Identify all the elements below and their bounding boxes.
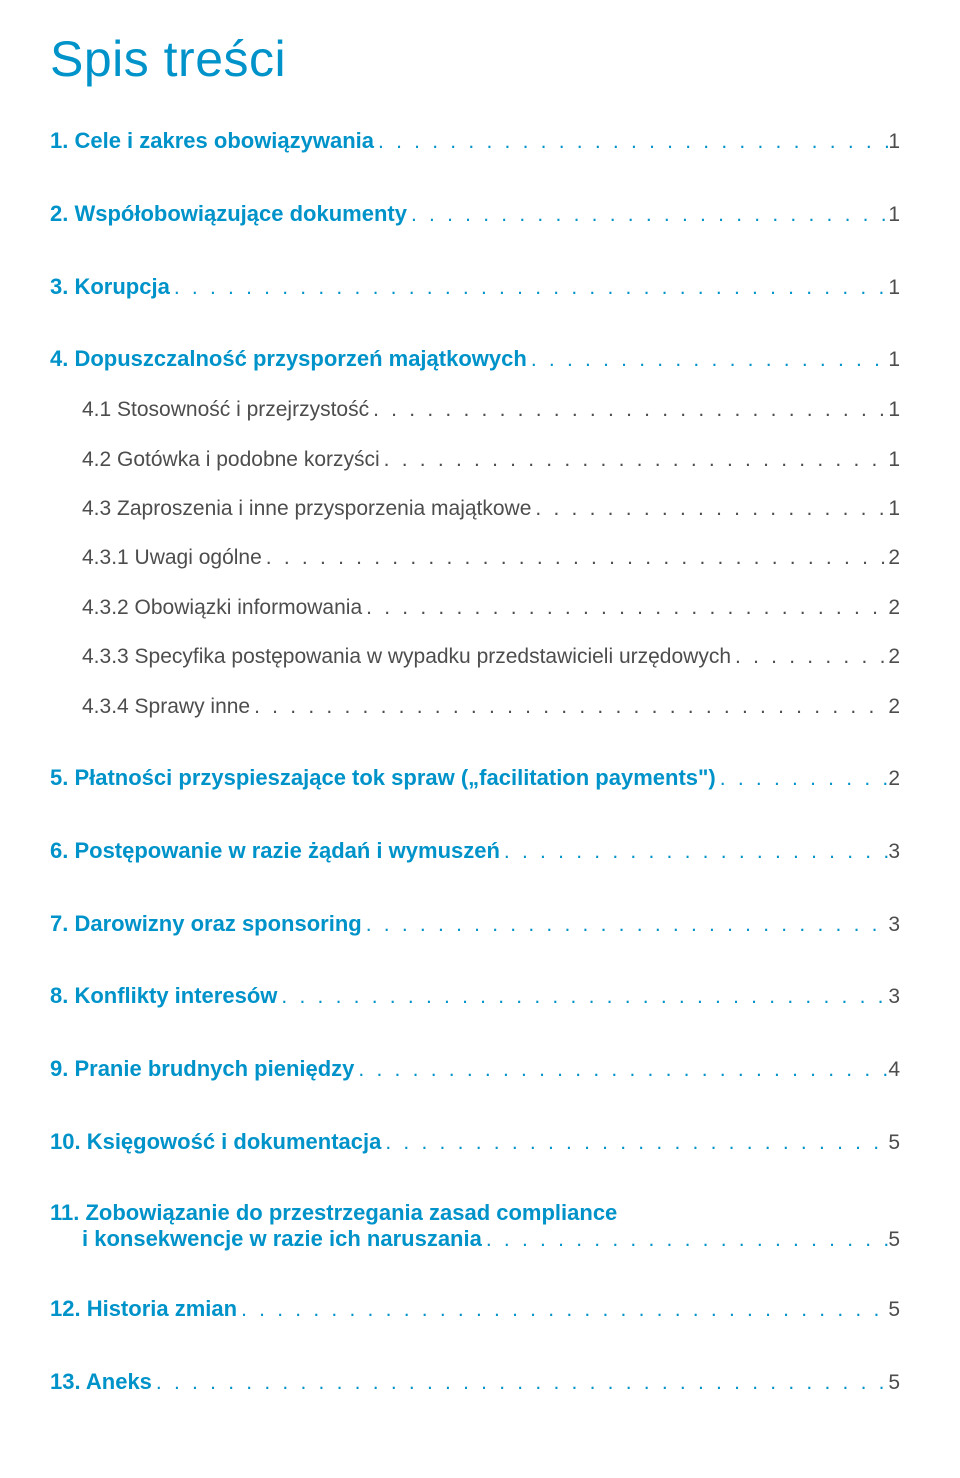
toc-entry-label: 6. Postępowanie w razie żądań i wymuszeń — [50, 836, 500, 867]
toc-leader: . . . . . . . . . . . . . . . . . . . . … — [374, 127, 888, 156]
toc-entry-label: 13. Aneks — [50, 1367, 152, 1398]
toc-entry: 5. Płatności przyspieszające tok spraw (… — [50, 763, 900, 794]
toc-entry: 4. Dopuszczalność przysporzeń majątkowyc… — [50, 344, 900, 375]
toc-leader: . . . . . . . . . . . . . . . . . . . . … — [362, 910, 889, 939]
toc-page-number: 3 — [888, 910, 900, 939]
toc-page-number: 1 — [888, 445, 900, 474]
toc-entry: 3. Korupcja. . . . . . . . . . . . . . .… — [50, 272, 900, 303]
toc-page-number: 4 — [888, 1055, 900, 1084]
toc-leader: . . . . . . . . . . . . . . . . . . . . … — [716, 764, 889, 793]
toc-leader: . . . . . . . . . . . . . . . . . . . . … — [369, 395, 888, 424]
toc-entry: 4.3.4 Sprawy inne. . . . . . . . . . . .… — [50, 692, 900, 721]
toc-entry-label: 1. Cele i zakres obowiązywania — [50, 126, 374, 157]
toc-entry-label: 4.1 Stosowność i przejrzystość — [82, 395, 369, 424]
toc-entry-label: 3. Korupcja — [50, 272, 170, 303]
toc-entry-label: 9. Pranie brudnych pieniędzy — [50, 1054, 354, 1085]
toc-entry-label: 4. Dopuszczalność przysporzeń majątkowyc… — [50, 344, 527, 375]
toc-page-number: 2 — [888, 764, 900, 793]
toc-page-number: 5 — [888, 1295, 900, 1324]
toc-entry: 4.3.2 Obowiązki informowania. . . . . . … — [50, 593, 900, 622]
toc-page-number: 1 — [888, 273, 900, 302]
toc-entry: 2. Współobowiązujące dokumenty. . . . . … — [50, 199, 900, 230]
toc-page-number: 2 — [888, 692, 900, 721]
toc-entry: 12. Historia zmian. . . . . . . . . . . … — [50, 1294, 900, 1325]
toc-page-number: 1 — [888, 395, 900, 424]
toc-list: 1. Cele i zakres obowiązywania. . . . . … — [50, 126, 900, 1397]
toc-entry: 10. Księgowość i dokumentacja. . . . . .… — [50, 1127, 900, 1158]
toc-leader: . . . . . . . . . . . . . . . . . . . . … — [362, 593, 888, 622]
toc-entry-label: 7. Darowizny oraz sponsoring — [50, 909, 362, 940]
toc-entry: 8. Konflikty interesów. . . . . . . . . … — [50, 981, 900, 1012]
toc-entry-label: i konsekwencje w razie ich naruszania — [82, 1226, 482, 1252]
toc-entry: 11. Zobowiązanie do przestrzegania zasad… — [50, 1200, 900, 1252]
toc-entry-label: 2. Współobowiązujące dokumenty — [50, 199, 407, 230]
toc-leader: . . . . . . . . . . . . . . . . . . . . … — [482, 1228, 888, 1252]
toc-entry-label: 8. Konflikty interesów — [50, 981, 277, 1012]
toc-leader: . . . . . . . . . . . . . . . . . . . . … — [354, 1055, 888, 1084]
toc-entry: 6. Postępowanie w razie żądań i wymuszeń… — [50, 836, 900, 867]
toc-entry: 1. Cele i zakres obowiązywania. . . . . … — [50, 126, 900, 157]
toc-title: Spis treści — [50, 30, 900, 88]
toc-page-number: 3 — [888, 982, 900, 1011]
toc-leader: . . . . . . . . . . . . . . . . . . . . … — [527, 345, 889, 374]
toc-entry: 4.2 Gotówka i podobne korzyści. . . . . … — [50, 445, 900, 474]
toc-leader: . . . . . . . . . . . . . . . . . . . . … — [407, 200, 888, 229]
toc-page-number: 1 — [888, 127, 900, 156]
toc-page-number: 1 — [888, 200, 900, 229]
toc-leader: . . . . . . . . . . . . . . . . . . . . … — [170, 273, 889, 302]
toc-leader: . . . . . . . . . . . . . . . . . . . . … — [277, 982, 888, 1011]
toc-leader: . . . . . . . . . . . . . . . . . . . . … — [381, 1128, 888, 1157]
toc-entry: 7. Darowizny oraz sponsoring. . . . . . … — [50, 909, 900, 940]
toc-entry: 9. Pranie brudnych pieniędzy. . . . . . … — [50, 1054, 900, 1085]
toc-entry-label: 12. Historia zmian — [50, 1294, 237, 1325]
toc-entry-label: 4.2 Gotówka i podobne korzyści — [82, 445, 380, 474]
toc-leader: . . . . . . . . . . . . . . . . . . . . … — [731, 642, 888, 671]
toc-leader: . . . . . . . . . . . . . . . . . . . . … — [531, 494, 888, 523]
toc-entry-label: 5. Płatności przyspieszające tok spraw (… — [50, 763, 716, 794]
toc-entry-label: 11. Zobowiązanie do przestrzegania zasad… — [50, 1200, 900, 1226]
toc-entry-label: 4.3 Zaproszenia i inne przysporzenia maj… — [82, 494, 531, 523]
toc-page-number: 5 — [888, 1128, 900, 1157]
toc-page-number: 5 — [888, 1368, 900, 1397]
toc-leader: . . . . . . . . . . . . . . . . . . . . … — [500, 837, 888, 866]
toc-entry-label: 10. Księgowość i dokumentacja — [50, 1127, 381, 1158]
toc-entry-label: 4.3.2 Obowiązki informowania — [82, 593, 362, 622]
toc-page-number: 1 — [888, 345, 900, 374]
toc-entry: 4.3 Zaproszenia i inne przysporzenia maj… — [50, 494, 900, 523]
toc-leader: . . . . . . . . . . . . . . . . . . . . … — [380, 445, 889, 474]
toc-leader: . . . . . . . . . . . . . . . . . . . . … — [250, 692, 888, 721]
toc-entry: 4.1 Stosowność i przejrzystość. . . . . … — [50, 395, 900, 424]
toc-leader: . . . . . . . . . . . . . . . . . . . . … — [152, 1368, 888, 1397]
toc-leader: . . . . . . . . . . . . . . . . . . . . … — [262, 543, 889, 572]
toc-page-number: 2 — [888, 543, 900, 572]
toc-entry-label: 4.3.4 Sprawy inne — [82, 692, 250, 721]
toc-page-number: 1 — [888, 494, 900, 523]
toc-entry: 4.3.3 Specyfika postępowania w wypadku p… — [50, 642, 900, 671]
toc-leader: . . . . . . . . . . . . . . . . . . . . … — [237, 1295, 888, 1324]
toc-page-number: 3 — [888, 837, 900, 866]
toc-page-number: 5 — [888, 1228, 900, 1252]
toc-page-number: 2 — [888, 593, 900, 622]
toc-page-number: 2 — [888, 642, 900, 671]
toc-entry-label: 4.3.1 Uwagi ogólne — [82, 543, 262, 572]
toc-entry: 4.3.1 Uwagi ogólne. . . . . . . . . . . … — [50, 543, 900, 572]
toc-entry-label: 4.3.3 Specyfika postępowania w wypadku p… — [82, 642, 731, 671]
toc-entry: 13. Aneks. . . . . . . . . . . . . . . .… — [50, 1367, 900, 1398]
